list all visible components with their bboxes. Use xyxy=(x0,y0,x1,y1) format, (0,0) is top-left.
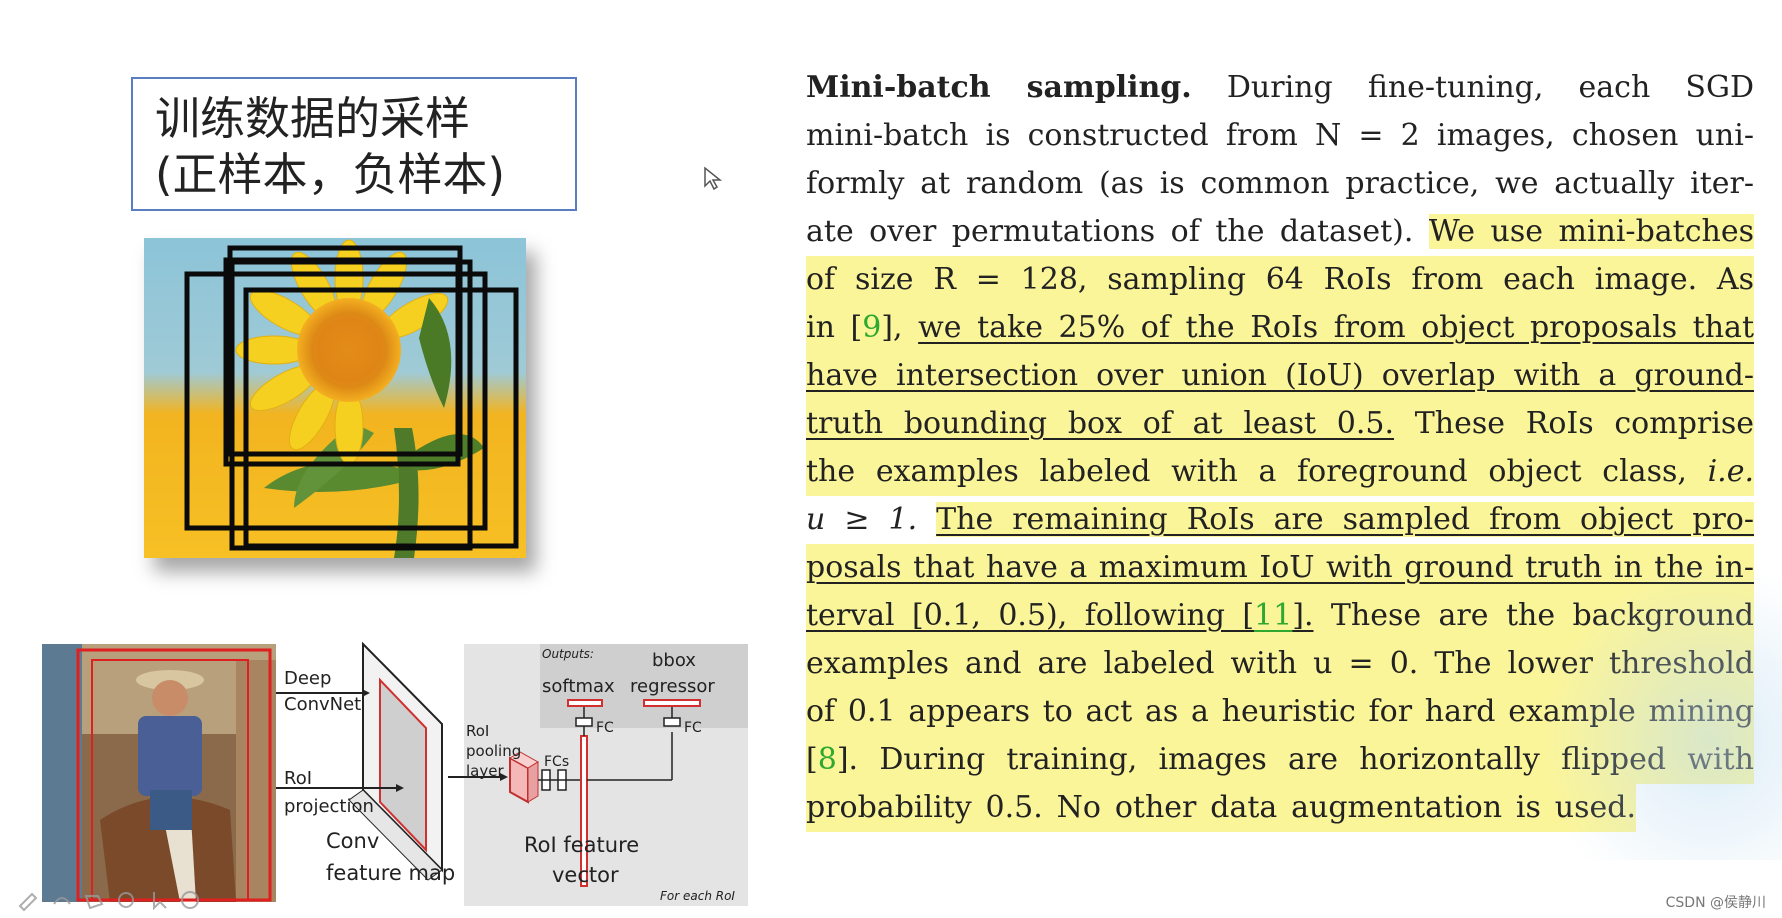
sunflower-photo xyxy=(144,238,526,558)
for-each-roi-label: For each RoI xyxy=(660,889,735,903)
pointer-icon[interactable] xyxy=(153,892,167,911)
roi-feature-vector-label-1: RoI feature xyxy=(524,833,639,857)
curve-icon[interactable] xyxy=(53,897,71,905)
fast-rcnn-architecture-figure: Deep ConvNet RoI projection Conv feature… xyxy=(42,641,748,906)
fc-label-right: FC xyxy=(684,720,702,736)
conv-feature-map-label-1: Conv xyxy=(326,829,379,853)
citation-9: 9 xyxy=(862,310,882,345)
conv-feature-map-label-2: feature map xyxy=(326,861,455,885)
citation-8: 8 xyxy=(817,742,837,777)
paper-line-6: in [9], we take 25% of the RoIs from obj… xyxy=(806,304,1754,352)
deep-convnet-label-2: ConvNet xyxy=(284,694,361,715)
mouse-cursor-icon xyxy=(704,166,723,191)
options-icon[interactable] xyxy=(181,891,199,909)
paper-line-1: Mini-batch sampling. During fine-tuning,… xyxy=(806,70,1754,105)
fcs-label: FCs xyxy=(544,754,569,770)
sunflower-sample-image xyxy=(144,238,526,558)
bbox-regressor-label-1: bbox xyxy=(652,650,696,671)
slide-title-line-1: 训练数据的采样 xyxy=(155,92,471,145)
screen-glare xyxy=(1540,560,1782,860)
roi-projection-label-2: projection xyxy=(284,796,374,817)
eraser-icon[interactable] xyxy=(84,895,104,910)
fc-label-left: FC xyxy=(596,720,614,736)
presenter-toolbar xyxy=(18,891,199,912)
paper-excerpt: Mini-batch sampling. During fine-tuning,… xyxy=(806,64,1754,844)
paper-line-7: have intersection over union (IoU) overl… xyxy=(806,352,1754,400)
paper-line-3: formly at random (as is common practice,… xyxy=(806,166,1754,201)
pen-icon[interactable] xyxy=(18,892,38,912)
paper-line-2: mini-batch is constructed from N = 2 ima… xyxy=(806,118,1754,153)
roi-pooling-label-1: RoI xyxy=(466,722,489,740)
paper-line-8: truth bounding box of at least 0.5. Thes… xyxy=(806,400,1754,448)
deep-convnet-label-1: Deep xyxy=(284,668,331,689)
roi-feature-vector-label-2: vector xyxy=(552,863,619,887)
slide-title-line-2: (正样本，负样本) xyxy=(155,148,506,201)
citation-11: 11 xyxy=(1254,598,1293,633)
roi-pooling-label-2: pooling xyxy=(466,742,521,760)
bbox-regressor-label-2: regressor xyxy=(630,676,715,697)
roi-pooling-label-3: layer xyxy=(466,762,504,780)
zoom-icon[interactable] xyxy=(118,892,134,908)
softmax-label: softmax xyxy=(542,676,615,697)
paper-line-16: probability 0.5. No other data augmentat… xyxy=(806,784,1636,832)
csdn-watermark: CSDN @侯静川 xyxy=(1665,895,1766,911)
paper-line-9: the examples labeled with a foreground o… xyxy=(806,448,1754,496)
paper-line-10: u ≥ 1. The remaining RoIs are sampled fr… xyxy=(806,502,1754,537)
paper-line-5: of size R = 128, sampling 64 RoIs from e… xyxy=(806,256,1754,304)
slide-title-box: 训练数据的采样 (正样本，负样本) xyxy=(131,77,577,211)
rider-photo xyxy=(42,644,276,902)
conv-feature-map-slab xyxy=(348,641,443,881)
roi-projection-label-1: RoI xyxy=(284,768,312,789)
paper-line-4: ate over permutations of the dataset). W… xyxy=(806,214,1754,249)
outputs-label: Outputs: xyxy=(542,647,594,661)
